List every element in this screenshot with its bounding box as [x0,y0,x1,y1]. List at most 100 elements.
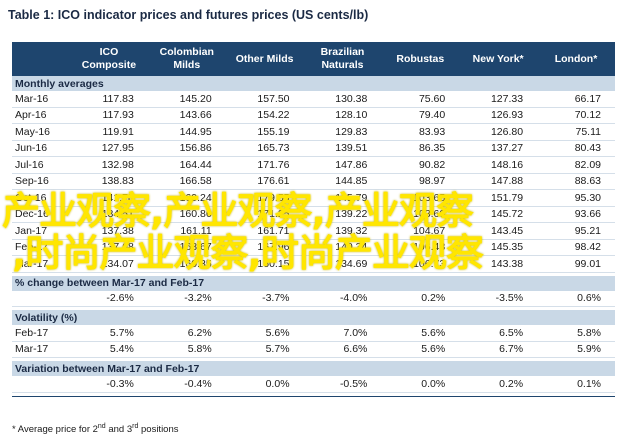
row-label: Jun-16 [12,140,70,157]
table-cell: 139.22 [303,206,382,223]
table-row: Jun-16 127.95 156.86 165.73 139.51 86.35 137.2… [12,140,615,157]
section-label: Monthly averages [12,76,615,91]
row-label: May-16 [12,123,70,141]
table-cell: 143.38 [459,255,538,273]
table-row: May-16 119.91 144.95 155.19 129.83 83.93 126.8… [12,123,615,141]
table-cell: 117.83 [70,91,148,108]
table-cell: 134.07 [70,255,148,273]
table-cell: 147.88 [459,173,538,190]
table-cell: 70.12 [537,107,615,124]
table-cell: 145.79 [303,189,382,207]
table-cell: 163.67 [147,239,226,256]
header-corner [12,42,70,76]
table-cell: -2.6% [70,290,148,307]
table-cell: 171.25 [225,206,304,223]
row-label: Mar-17 [12,341,70,358]
table-cell: 98.42 [537,239,615,256]
row-label [12,376,70,393]
section-variation: Variation between Mar-17 and Feb-17 [12,361,615,376]
table-cell: 179.55 [225,189,304,207]
table-cell: 5.6% [381,325,460,342]
table-cell: 134.51 [70,206,148,223]
table-cell: 83.93 [381,123,460,141]
table-cell: -4.0% [303,290,382,307]
footnote: * Average price for 2nd and 3rd position… [12,423,179,436]
table-row: Sep-16 138.83 166.58 176.61 144.85 98.97 147.8… [12,173,615,190]
table-cell: 103.60 [381,206,460,223]
table-cell: -0.5% [303,376,382,393]
table-cell: 6.7% [459,341,538,358]
row-label: Feb-17 [12,239,70,256]
table-row: -2.6% -3.2% -3.7% -4.0% 0.2% -3.5% 0.6% [12,290,615,307]
table-row: Feb-17 137.68 163.67 167.96 140.34 106.43 145.… [12,239,615,256]
table-cell: 151.79 [459,189,538,207]
spacer-cell [12,357,615,361]
table-row: Feb-17 5.7% 6.2% 5.6% 7.0% 5.6% 6.5% 5.8% [12,325,615,342]
table-cell: 144.95 [147,123,226,141]
table-cell: 0.0% [225,376,304,393]
table-cell: 140.34 [303,239,382,256]
row-label: Mar-17 [12,255,70,273]
table-cell: 144.85 [303,173,382,190]
table-cell: 128.10 [303,107,382,124]
section-label: Volatility (%) [12,310,615,325]
spacer-row [12,306,615,310]
table-cell: 103.65 [381,189,460,207]
table-cell: 129.83 [303,123,382,141]
table-cell: 93.66 [537,206,615,223]
table-cell: 137.27 [459,140,538,157]
table-cell: 106.73 [381,255,460,273]
column-header: Other Milds [225,42,304,76]
table-cell: 161.11 [147,222,226,240]
spacer-cell [12,306,615,310]
spacer-row [12,392,615,397]
column-header: London* [537,42,615,76]
spacer-row [12,357,615,361]
table-cell: 99.01 [537,255,615,273]
table-cell: -3.5% [459,290,538,307]
table-cell: 90.82 [381,156,460,174]
table-cell: 82.09 [537,156,615,174]
spacer-cell [12,392,615,397]
table-cell: 157.50 [225,91,304,108]
table-cell: 160.35 [147,255,226,273]
table-cell: 164.44 [147,156,226,174]
table-cell: 137.38 [70,222,148,240]
table-cell: -3.2% [147,290,226,307]
table-cell: 127.95 [70,140,148,157]
table-row: Jan-17 137.38 161.11 161.71 139.32 104.67 143.… [12,222,615,240]
table-cell: 155.19 [225,123,304,141]
table-cell: 126.93 [459,107,538,124]
table-cell: 139.51 [303,140,382,157]
table-cell: 86.35 [381,140,460,157]
table-cell: 138.83 [70,173,148,190]
table-row: Dec-16 134.51 160.86 171.25 139.22 103.60 145.… [12,206,615,223]
table-cell: 106.43 [381,239,460,256]
table-cell: 171.76 [225,156,304,174]
table-cell: 0.1% [537,376,615,393]
table-cell: 6.6% [303,341,382,358]
table-cell: 6.2% [147,325,226,342]
table-cell: 75.11 [537,123,615,141]
table-cell: 156.86 [147,140,226,157]
table-cell: 79.40 [381,107,460,124]
table-cell: 0.2% [459,376,538,393]
table-cell: 166.58 [147,173,226,190]
table-cell: 176.61 [225,173,304,190]
section-volatility: Volatility (%) [12,310,615,325]
table-row: Oct-16 141.78 169.24 179.55 145.79 103.65 151.… [12,189,615,207]
table-cell: 66.17 [537,91,615,108]
section-pct-change: % change between Mar-17 and Feb-17 [12,275,615,291]
table-cell: 145.72 [459,206,538,223]
table-cell: 0.2% [381,290,460,307]
section-label: Variation between Mar-17 and Feb-17 [12,361,615,376]
table-cell: 0.6% [537,290,615,307]
table-cell: 139.32 [303,222,382,240]
table-cell: 88.63 [537,173,615,190]
table-cell: 0.0% [381,376,460,393]
table-cell: 161.71 [225,222,304,240]
row-label: Apr-16 [12,107,70,124]
table-cell: 145.35 [459,239,538,256]
column-header: Colombian Milds [147,42,226,76]
table-cell: 134.69 [303,255,382,273]
